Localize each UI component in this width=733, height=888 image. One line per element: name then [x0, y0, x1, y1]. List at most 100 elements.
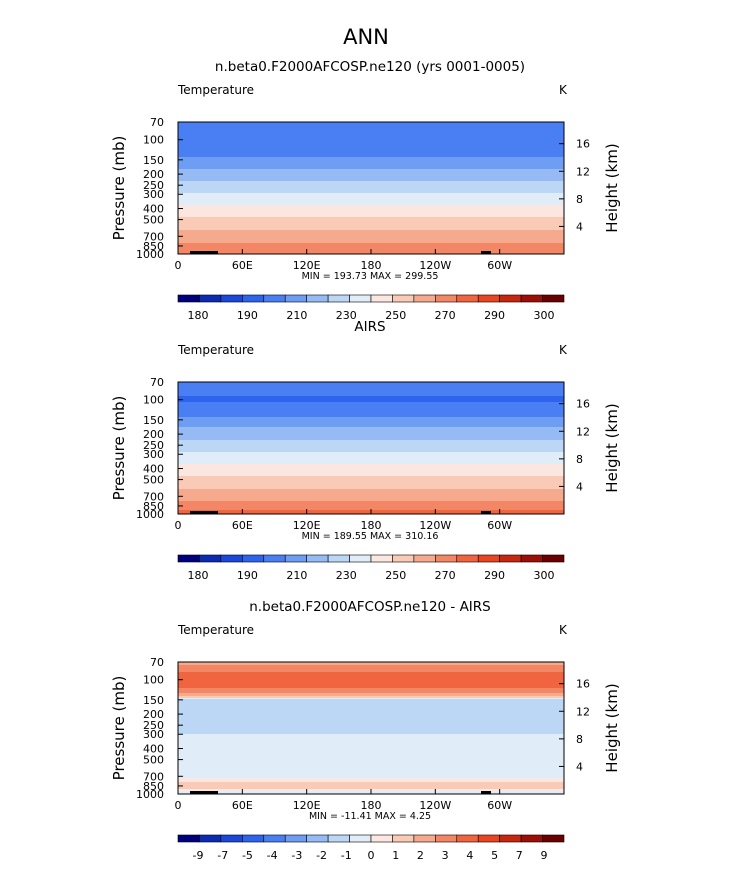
heatmap-band	[178, 237, 564, 239]
heatmap-band	[178, 177, 564, 179]
heatmap-band	[178, 409, 564, 411]
heatmap-band	[178, 499, 564, 501]
heatmap-band	[178, 505, 564, 507]
heatmap-band	[178, 768, 564, 770]
heatmap-band	[178, 396, 564, 398]
heatmap-band	[178, 407, 564, 409]
heatmap-band	[178, 194, 564, 196]
heatmap-band	[178, 428, 564, 430]
pressure-tick-label: 700	[143, 490, 164, 503]
colorbar-box	[242, 554, 265, 563]
heatmap-band	[178, 763, 564, 765]
heatmap-band	[178, 676, 564, 678]
heatmap-band	[178, 153, 564, 155]
topography-mask	[190, 251, 218, 254]
heatmap-band	[178, 184, 564, 186]
heatmap-band	[178, 731, 564, 733]
heatmap-band	[178, 386, 564, 388]
heatmap-band	[178, 508, 564, 510]
pressure-tick-label: 70	[150, 376, 164, 389]
heatmap-band	[178, 238, 564, 240]
heatmap-band	[178, 715, 564, 717]
heatmap-band	[178, 693, 564, 695]
heatmap-band	[178, 484, 564, 486]
longitude-tick-label: 60W	[487, 259, 512, 272]
pressure-tick-label: 100	[143, 674, 164, 687]
colorbar-box	[370, 834, 393, 843]
heatmap-band	[178, 204, 564, 206]
heatmap-band	[178, 725, 564, 727]
heatmap-band	[178, 770, 564, 772]
colorbar-label: 270	[435, 569, 456, 582]
heatmap-band	[178, 501, 564, 503]
heatmap-band	[178, 688, 564, 690]
heatmap-band	[178, 687, 564, 689]
colorbar-label: 7	[516, 849, 523, 862]
topography-mask	[481, 791, 491, 794]
panel-title: n.beta0.F2000AFCOSP.ne120 - AIRS	[249, 599, 491, 615]
heatmap-band	[178, 202, 564, 204]
heatmap-band	[178, 683, 564, 685]
colorbar-label: 210	[286, 309, 307, 322]
heatmap-band	[178, 123, 564, 125]
pressure-tick-label: 500	[143, 754, 164, 767]
heatmap-band	[178, 774, 564, 776]
pressure-tick-label: 700	[143, 230, 164, 243]
variable-label: Temperature	[177, 623, 254, 637]
panel-3: n.beta0.F2000AFCOSP.ne120 - AIRS Temperat…	[110, 599, 621, 862]
heatmap-band	[178, 662, 564, 664]
colorbar-box	[177, 834, 200, 843]
heatmap-band	[178, 180, 564, 182]
heatmap-band	[178, 504, 564, 506]
heatmap-band	[178, 670, 564, 672]
colorbar-box	[499, 294, 522, 303]
colorbar-box	[542, 554, 565, 563]
heatmap-band	[178, 679, 564, 681]
heatmap-band	[178, 142, 564, 144]
heatmap-band	[178, 488, 564, 490]
heatmap-band	[178, 236, 564, 238]
heatmap-band	[178, 217, 564, 219]
heatmap-band	[178, 751, 564, 753]
heatmap-band	[178, 473, 564, 475]
heatmap-band	[178, 787, 564, 789]
heatmap-band	[178, 490, 564, 492]
heatmap-band	[178, 456, 564, 458]
pressure-tick-label: 150	[143, 414, 164, 427]
colorbar-box	[477, 294, 500, 303]
colorbar-box	[542, 834, 565, 843]
heatmap-band	[178, 455, 564, 457]
heatmap-band	[178, 149, 564, 151]
heatmap-band	[178, 392, 564, 394]
heatmap-band	[178, 503, 564, 505]
heatmap-band	[178, 215, 564, 217]
colorbar-box	[520, 554, 543, 563]
heatmap-band	[178, 436, 564, 438]
heatmap-band	[178, 207, 564, 209]
heatmap-band	[178, 159, 564, 161]
heatmap-band	[178, 483, 564, 485]
heatmap-band	[178, 742, 564, 744]
heatmap-band	[178, 467, 564, 469]
heatmap-band	[178, 761, 564, 763]
heatmap-band	[178, 233, 564, 235]
colorbar-label: 210	[286, 569, 307, 582]
heatmap-band	[178, 700, 564, 702]
heatmap-band	[178, 418, 564, 420]
colorbar-box	[284, 834, 307, 843]
colorbar-box	[435, 554, 458, 563]
heatmap-band	[178, 248, 564, 250]
heatmap-band	[178, 500, 564, 502]
heatmap-band	[178, 758, 564, 760]
heatmap-band	[178, 507, 564, 509]
heatmap-band	[178, 669, 564, 671]
heatmap-band	[178, 433, 564, 435]
colorbar-label: 0	[368, 849, 375, 862]
heatmap-band	[178, 179, 564, 181]
height-tick-label: 4	[576, 480, 583, 493]
colorbar-box	[413, 834, 436, 843]
longitude-tick-label: 60E	[232, 519, 253, 532]
heatmap-band	[178, 190, 564, 192]
heatmap-band	[178, 502, 564, 504]
